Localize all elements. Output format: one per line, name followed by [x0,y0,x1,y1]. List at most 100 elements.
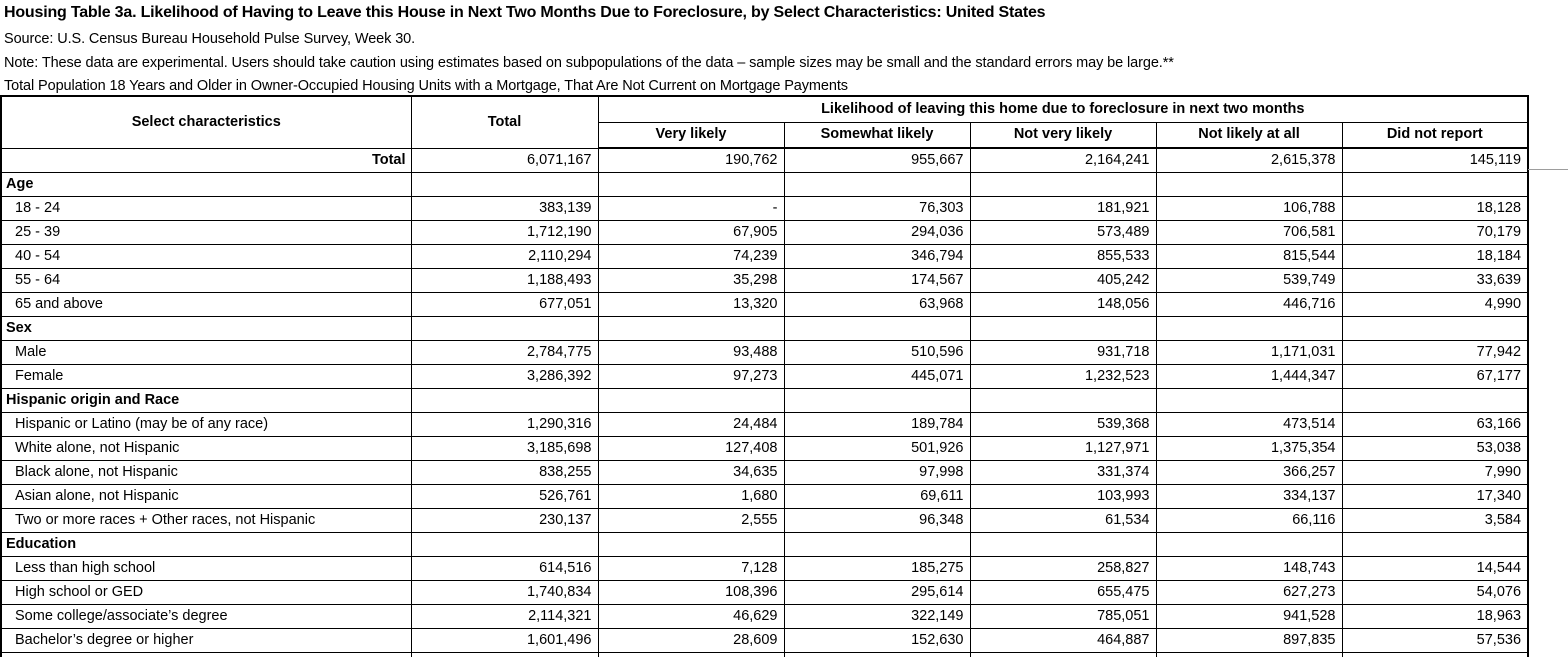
cell-value[interactable]: 46,629 [597,604,785,629]
cell-value[interactable]: 66,116 [1155,508,1343,533]
cell-value[interactable]: 331,374 [969,460,1157,485]
cell-value[interactable]: 258,827 [969,556,1157,581]
cell-value[interactable] [783,532,971,557]
cell-value[interactable]: 34,635 [597,460,785,485]
row-label[interactable]: 18 - 24 [0,196,412,221]
cell-value[interactable]: 464,887 [969,628,1157,653]
row-label[interactable]: White alone, not Hispanic [0,436,412,461]
cell-value[interactable]: 941,528 [1155,604,1343,629]
cell-value[interactable]: 148,056 [969,292,1157,317]
cell-value[interactable] [1341,388,1529,413]
row-label[interactable]: High school or GED [0,580,412,605]
row-label[interactable]: Two or more races + Other races, not His… [0,508,412,533]
cell-value[interactable]: 706,581 [1155,220,1343,245]
cell-value[interactable]: 4,990 [1341,292,1529,317]
cell-value[interactable]: 838,255 [410,460,599,485]
cell-value[interactable]: 614,516 [410,556,599,581]
row-label[interactable]: Age [0,172,412,197]
row-label[interactable]: Total [0,147,412,173]
row-label[interactable]: 65 and above [0,292,412,317]
cell-value[interactable]: 627,273 [1155,580,1343,605]
cell-value[interactable]: 181,921 [969,196,1157,221]
row-label[interactable]: Female [0,364,412,389]
cell-value[interactable]: 2,164,241 [969,147,1157,173]
cell-value[interactable] [410,172,599,197]
col-header-not-likely-at-all[interactable]: Not likely at all [1155,121,1343,149]
cell-value[interactable] [410,388,599,413]
cell-value[interactable] [410,316,599,341]
cell-value[interactable]: 53,038 [1341,436,1529,461]
cell-value[interactable]: 294,036 [783,220,971,245]
cell-value[interactable] [1341,532,1529,557]
cell-value[interactable]: 74,239 [597,244,785,269]
cell-value[interactable]: 473,514 [1155,412,1343,437]
cell-value[interactable]: 57,536 [1341,628,1529,653]
row-label[interactable]: Male [0,340,412,365]
cell-value[interactable]: 103,993 [969,484,1157,509]
cell-value[interactable]: 1,444,347 [1155,364,1343,389]
row-label[interactable]: Black alone, not Hispanic [0,460,412,485]
cell-value[interactable]: 2,555 [597,508,785,533]
cell-value[interactable]: 366,257 [1155,460,1343,485]
cell-value[interactable]: 526,761 [410,484,599,509]
cell-value[interactable]: - [597,196,785,221]
cell-value[interactable] [597,316,785,341]
cell-value[interactable]: 501,926 [783,436,971,461]
cell-value[interactable]: 6,071,167 [410,147,599,173]
cell-value[interactable] [783,316,971,341]
cell-value[interactable] [1155,388,1343,413]
cell-value[interactable]: 54,076 [1341,580,1529,605]
cell-value[interactable] [597,172,785,197]
cell-value[interactable]: 35,298 [597,268,785,293]
cell-value[interactable]: 539,749 [1155,268,1343,293]
cell-value[interactable] [597,388,785,413]
row-label[interactable]: Sex [0,316,412,341]
cell-value[interactable] [1155,172,1343,197]
row-label[interactable]: 25 - 39 [0,220,412,245]
cell-value[interactable]: 510,596 [783,340,971,365]
cell-value[interactable]: 190,762 [597,147,785,173]
cell-value[interactable]: 655,475 [969,580,1157,605]
row-label[interactable]: Hispanic or Latino (may be of any race) [0,412,412,437]
cell-value[interactable]: 67,177 [1341,364,1529,389]
col-header-select-characteristics[interactable]: Select characteristics [0,95,412,149]
cell-value[interactable]: 28,609 [597,628,785,653]
cell-value[interactable]: 1,740,834 [410,580,599,605]
cell-value[interactable]: 573,489 [969,220,1157,245]
cell-value[interactable]: 322,149 [783,604,971,629]
cell-value[interactable] [1341,172,1529,197]
cell-value[interactable]: 815,544 [1155,244,1343,269]
cell-value[interactable] [1155,532,1343,557]
cell-value[interactable]: 1,375,354 [1155,436,1343,461]
col-header-total[interactable]: Total [410,95,599,149]
cell-value[interactable] [1341,316,1529,341]
cell-value[interactable] [969,172,1157,197]
cell-value[interactable]: 70,179 [1341,220,1529,245]
cell-value[interactable]: 69,611 [783,484,971,509]
cell-value[interactable]: 955,667 [783,147,971,173]
row-label[interactable]: Some college/associate’s degree [0,604,412,629]
cell-value[interactable]: 63,166 [1341,412,1529,437]
cell-value[interactable]: 3,286,392 [410,364,599,389]
cell-value[interactable]: 24,484 [597,412,785,437]
cell-value[interactable]: 1,290,316 [410,412,599,437]
row-label[interactable]: 40 - 54 [0,244,412,269]
cell-value[interactable]: 677,051 [410,292,599,317]
cell-value[interactable]: 3,584 [1341,508,1529,533]
cell-value[interactable]: 230,137 [410,508,599,533]
cell-value[interactable]: 405,242 [969,268,1157,293]
cell-value[interactable]: 1,232,523 [969,364,1157,389]
cell-value[interactable]: 108,396 [597,580,785,605]
cell-value[interactable]: 931,718 [969,340,1157,365]
cell-value[interactable]: 185,275 [783,556,971,581]
cell-value[interactable]: 855,533 [969,244,1157,269]
row-label[interactable]: Hispanic origin and Race [0,388,412,413]
cell-value[interactable]: 1,171,031 [1155,340,1343,365]
cell-value[interactable]: 446,716 [1155,292,1343,317]
cell-value[interactable]: 67,905 [597,220,785,245]
row-label[interactable]: Less than high school [0,556,412,581]
cell-value[interactable]: 539,368 [969,412,1157,437]
cell-value[interactable]: 295,614 [783,580,971,605]
cell-value[interactable]: 1,712,190 [410,220,599,245]
col-header-very-likely[interactable]: Very likely [597,121,785,149]
